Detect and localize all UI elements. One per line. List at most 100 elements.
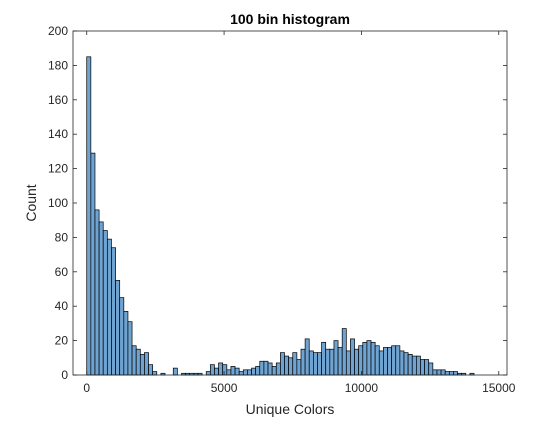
- histogram-bar: [354, 348, 360, 376]
- x-axis-label: Unique Colors: [246, 401, 335, 417]
- histogram-bar: [436, 369, 442, 376]
- histogram-bar: [144, 352, 149, 376]
- histogram-bar: [98, 221, 104, 376]
- histogram-bar: [383, 347, 388, 376]
- histogram-bar: [362, 341, 368, 376]
- histogram-bar: [209, 364, 215, 376]
- histogram-bar: [453, 371, 458, 376]
- histogram-bar: [222, 364, 228, 376]
- histogram-bar: [358, 345, 364, 376]
- x-tick-label: 15000: [482, 381, 516, 395]
- histogram-bar: [403, 352, 409, 376]
- histogram-bar: [391, 345, 397, 376]
- histogram-bar: [284, 355, 289, 376]
- histogram-bar: [440, 369, 446, 376]
- x-tick-label: 0: [83, 381, 90, 395]
- histogram-bar: [370, 341, 376, 376]
- histogram-bar: [337, 347, 343, 376]
- y-tick-label: 40: [55, 299, 69, 313]
- histogram-bar: [444, 371, 450, 376]
- histogram-bar: [115, 280, 121, 376]
- histogram-bar: [280, 352, 285, 376]
- plot-area: [73, 31, 507, 375]
- histogram-bar: [448, 371, 454, 376]
- histogram-bar: [407, 354, 413, 376]
- histogram-bar: [345, 350, 351, 376]
- histogram-bar: [172, 367, 178, 376]
- histogram-bar: [263, 360, 269, 376]
- histogram-bar: [247, 369, 252, 376]
- y-axis-label: Count: [23, 184, 39, 221]
- y-tick-label: 100: [48, 196, 68, 210]
- y-tick-label: 200: [48, 24, 68, 38]
- histogram-bar: [148, 364, 154, 376]
- histogram-bar: [374, 345, 380, 376]
- histogram-bar: [313, 352, 318, 376]
- histogram-bar: [111, 247, 116, 376]
- histogram-bar: [226, 369, 232, 376]
- y-tick-label: 80: [55, 230, 69, 244]
- histogram-bar: [131, 345, 137, 376]
- histogram-bar: [152, 371, 158, 376]
- histogram-bar: [251, 367, 257, 376]
- histogram-bar: [300, 348, 306, 376]
- histogram-bar: [102, 230, 108, 376]
- ticks-group: 0 20 40 60 80 100 120 140 160 180 200 0 5000 10000 150…: [48, 24, 516, 395]
- histogram-bar: [378, 350, 384, 376]
- histogram-bar: [205, 371, 211, 376]
- histogram-bar: [317, 352, 322, 376]
- histogram-bar: [271, 366, 277, 376]
- histogram-bar: [218, 362, 224, 376]
- y-tick-label: 120: [48, 162, 68, 176]
- histogram-bar: [350, 338, 355, 376]
- histogram-bar: [387, 347, 392, 376]
- histogram-bar: [329, 348, 335, 376]
- histogram-bar: [242, 369, 248, 376]
- histogram-bar: [424, 359, 430, 376]
- histogram-bar: [333, 340, 339, 376]
- histogram-bar: [325, 348, 331, 376]
- histogram-bar: [288, 357, 294, 376]
- x-tick-label: 10000: [345, 381, 379, 395]
- chart-title: 100 bin histogram: [230, 11, 350, 27]
- histogram-bar: [106, 238, 112, 376]
- histogram-bar: [432, 369, 438, 376]
- histogram-bar: [411, 355, 417, 376]
- histogram-bar: [267, 362, 273, 376]
- histogram-bar: [234, 367, 240, 376]
- histogram-bar: [428, 362, 434, 376]
- histogram-bar: [292, 352, 298, 376]
- y-tick-label: 140: [48, 127, 68, 141]
- histogram-bar: [395, 345, 401, 376]
- y-tick-label: 20: [55, 334, 69, 348]
- y-tick-label: 160: [48, 93, 68, 107]
- histogram-bar: [139, 354, 145, 376]
- y-tick-label: 0: [61, 368, 68, 382]
- histogram-bar: [214, 367, 219, 376]
- histogram-bar: [420, 359, 425, 376]
- histogram-bar: [308, 350, 314, 376]
- histogram-bar: [259, 360, 265, 376]
- histogram-bar: [90, 152, 96, 376]
- histogram-bar: [399, 350, 405, 376]
- histogram-bar: [94, 209, 100, 376]
- histogram-bar: [86, 56, 92, 376]
- y-tick-label: 180: [48, 58, 68, 72]
- histogram-bar: [119, 297, 125, 376]
- histogram-bar: [127, 321, 133, 376]
- x-tick-label: 5000: [211, 381, 238, 395]
- histogram-bar: [296, 359, 302, 376]
- y-tick-label: 60: [55, 265, 69, 279]
- histogram-bar: [341, 328, 347, 376]
- histogram-bar: [135, 348, 141, 376]
- histogram-bar: [275, 362, 281, 376]
- histogram-bar: [123, 311, 129, 376]
- histogram-bar: [255, 366, 261, 376]
- histogram-bar: [230, 366, 236, 376]
- histogram-bar: [304, 338, 310, 376]
- axes-frame: [72, 30, 508, 376]
- histogram-bar: [321, 341, 327, 376]
- histogram-bar: [416, 355, 421, 376]
